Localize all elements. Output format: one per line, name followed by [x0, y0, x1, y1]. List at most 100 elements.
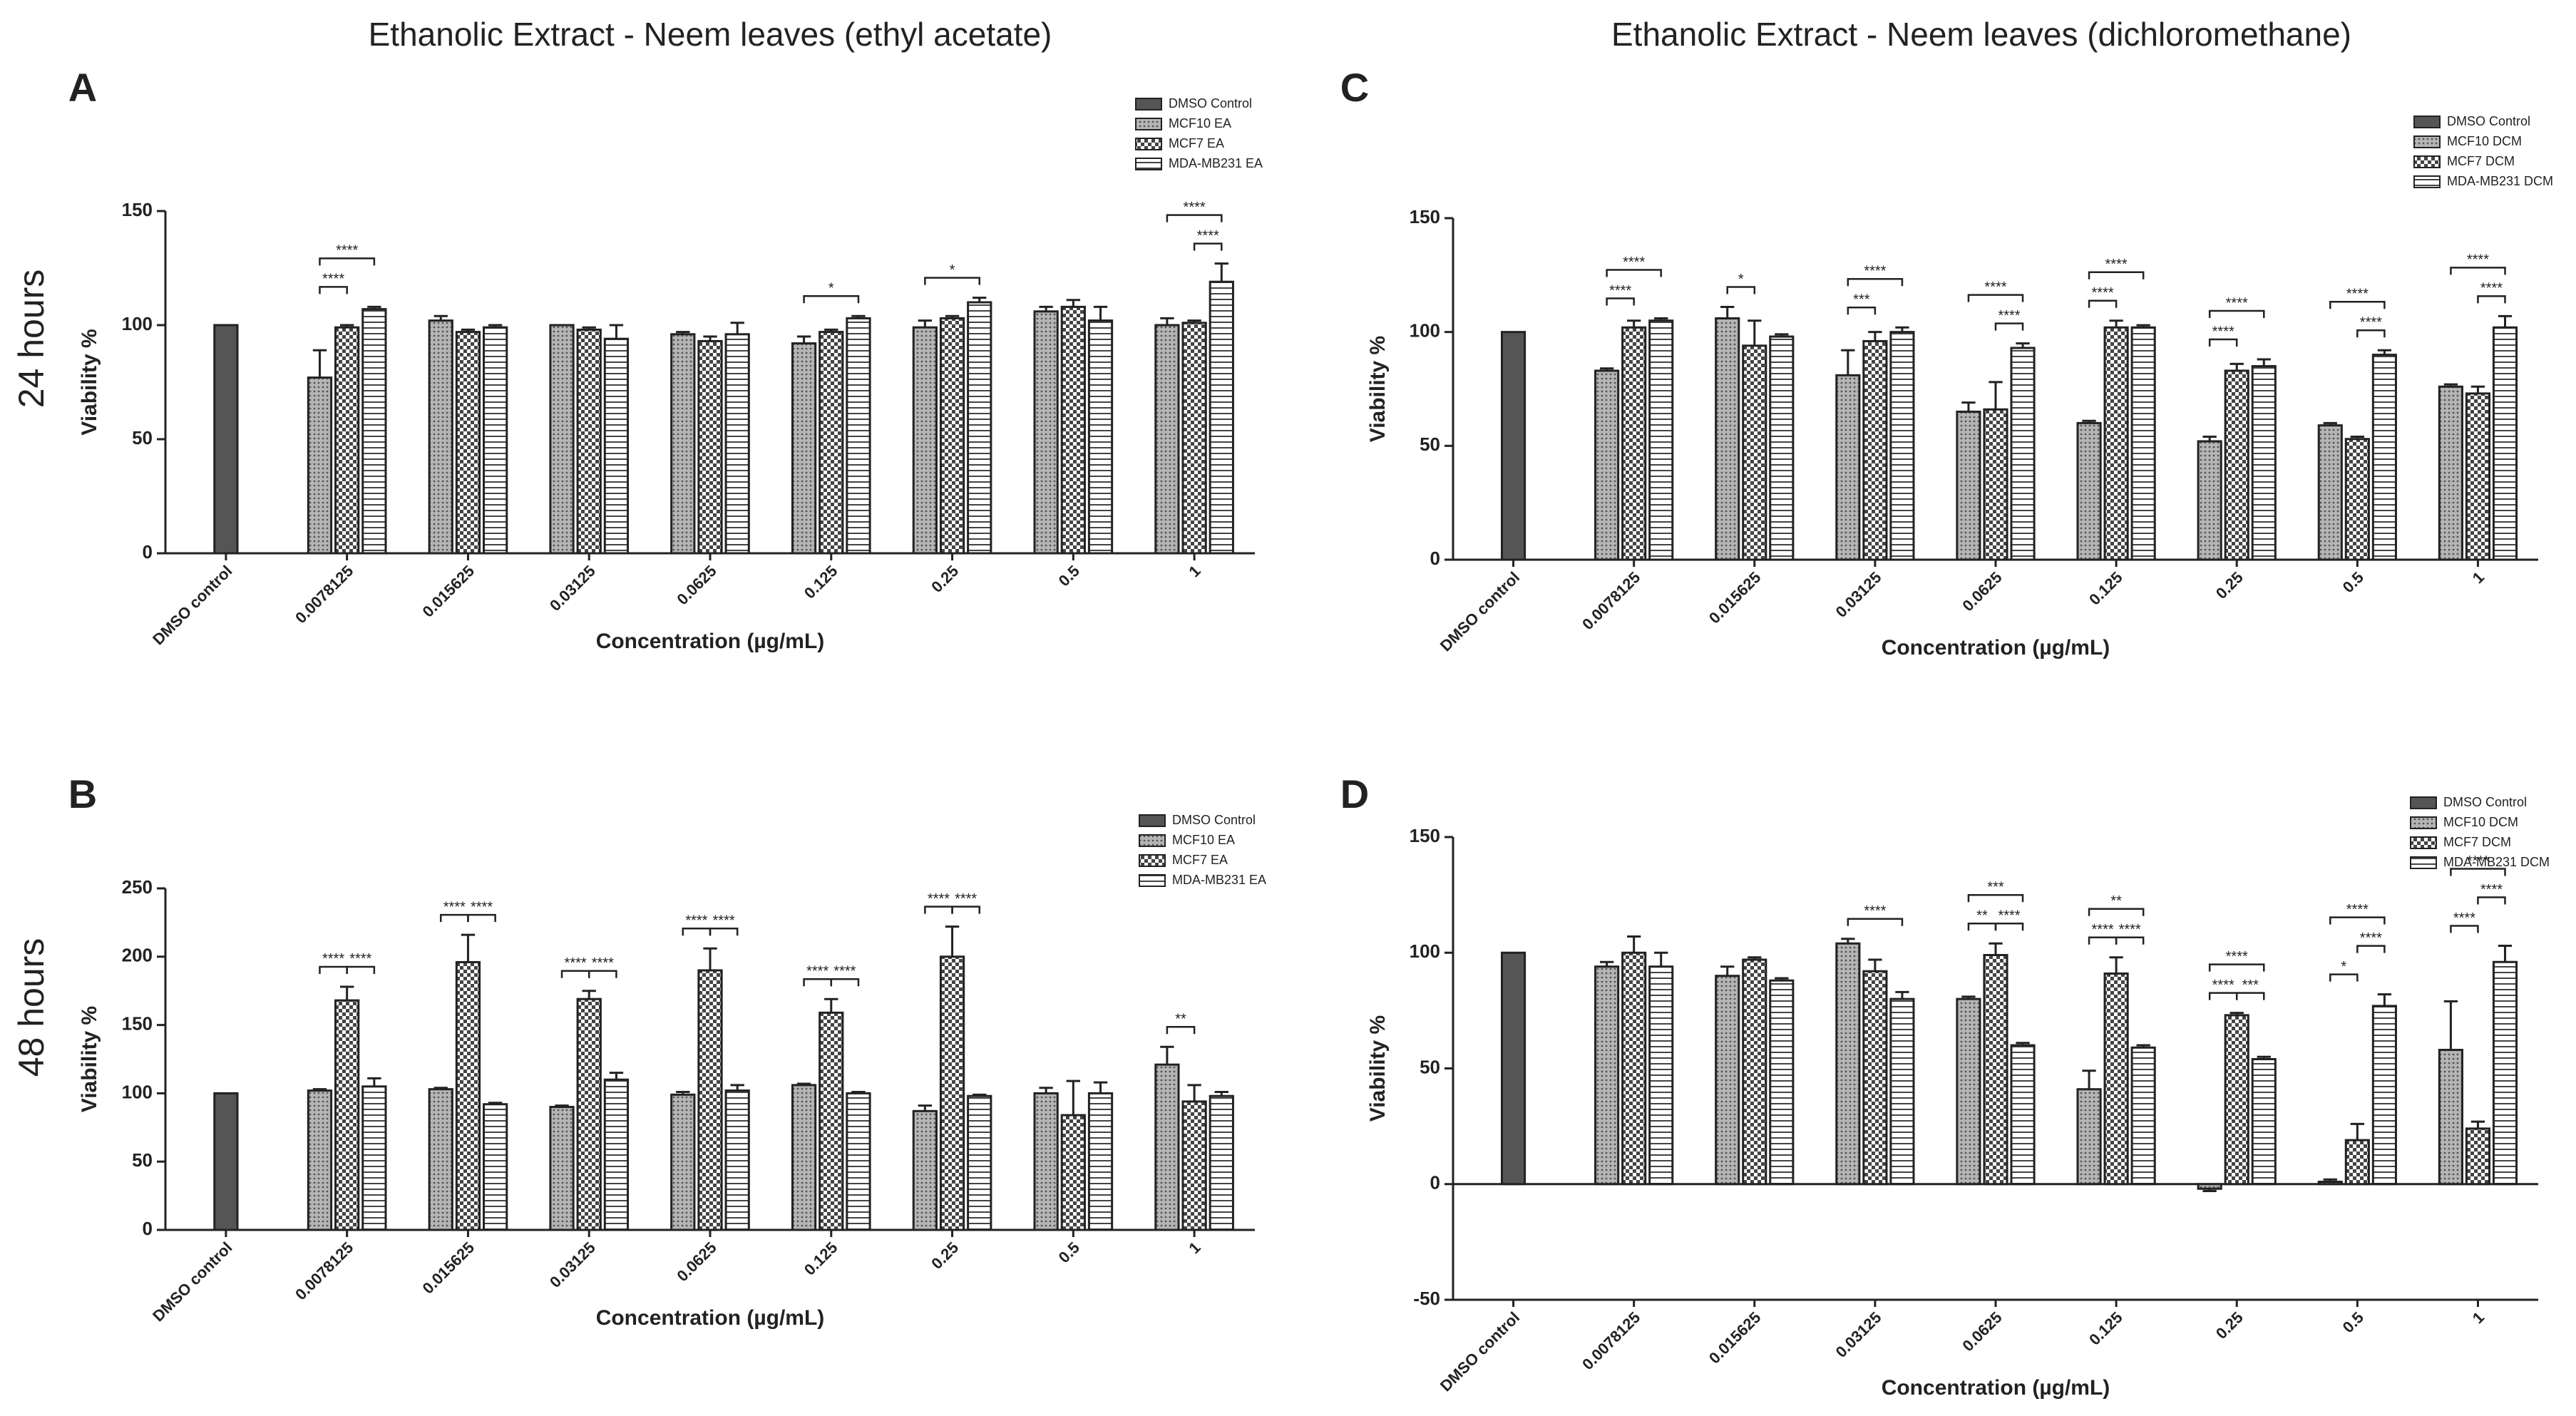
sig-label: ****: [833, 963, 856, 979]
legend-label: MCF7 EA: [1172, 853, 1228, 867]
sig-bracket: [467, 913, 496, 923]
error-bar: [433, 1087, 448, 1089]
sig-bracket: [2235, 992, 2265, 1000]
bar: [1715, 317, 1740, 561]
y-tick-label: 100: [122, 1081, 153, 1102]
bar: [2130, 326, 2156, 561]
error-bar: [1187, 319, 1201, 323]
sig-bracket: [1967, 294, 2024, 302]
error-bar: [796, 335, 811, 344]
sig-label: ***: [1853, 292, 1870, 308]
y-tick-label: 200: [122, 945, 153, 966]
error-bar: [1160, 317, 1174, 325]
bar: [2076, 421, 2102, 561]
bar: [1087, 319, 1114, 555]
error-bar: [2377, 993, 2392, 1006]
legend-label: DMSO Control: [2447, 114, 2530, 128]
error-bar: [555, 1104, 569, 1107]
error-bar: [2257, 1055, 2271, 1060]
y-axis-label: Viability %: [1366, 336, 1390, 443]
row-label: 48 hours: [11, 938, 51, 1077]
sig-label: **: [2110, 893, 2122, 909]
bar: [549, 1106, 575, 1231]
error-bar: [312, 1088, 327, 1091]
sig-label: ****: [685, 913, 707, 929]
sig-bracket: [2208, 338, 2238, 347]
error-bar: [1654, 317, 1668, 321]
sig-label: ****: [1984, 279, 2006, 295]
sig-label: ****: [592, 955, 614, 971]
y-tick-label: 50: [1420, 433, 1440, 455]
bar: [213, 324, 239, 555]
bar: [2224, 369, 2249, 561]
error-bar: [2323, 1178, 2337, 1182]
error-bar: [1160, 1045, 1174, 1065]
sig-bracket: [1847, 307, 1877, 315]
bar: [576, 997, 602, 1231]
sig-bracket: [2115, 936, 2145, 945]
error-bar: [676, 1090, 690, 1095]
bar: [939, 955, 965, 1231]
sig-bracket: [1994, 322, 2024, 331]
sig-bracket: [2088, 908, 2145, 916]
y-axis-label: Viability %: [1366, 1015, 1390, 1122]
bar: [1209, 280, 1234, 555]
error-bar: [582, 990, 596, 1000]
bar: [791, 1084, 817, 1231]
x-axis-label: Concentration (µg/mL): [596, 630, 825, 653]
error-bar: [824, 997, 838, 1013]
error-bar: [1841, 938, 1855, 944]
sig-label: ****: [2360, 314, 2382, 330]
sig-bracket: [830, 978, 860, 987]
bar: [2344, 1139, 2370, 1186]
bar: [1594, 369, 1620, 561]
bar: [483, 1103, 508, 1231]
error-bar: [945, 314, 960, 319]
sig-bracket: [1967, 894, 2024, 903]
bar: [1594, 965, 1620, 1186]
sig-label: ****: [2360, 930, 2382, 946]
y-axis-label: Viability %: [78, 329, 101, 436]
bar: [1500, 331, 1526, 561]
error-bar: [1599, 367, 1614, 371]
y-tick-label: 50: [132, 1149, 153, 1171]
bar: [1742, 344, 1767, 561]
bar: [603, 1078, 630, 1231]
error-bar: [1989, 381, 2003, 410]
x-axis-label: Concentration (µg/mL): [596, 1306, 825, 1330]
y-tick-label: 100: [1410, 320, 1440, 342]
sig-label: **: [1175, 1012, 1186, 1027]
row-label: 24 hours: [11, 270, 51, 409]
legend-swatch: [1139, 854, 1166, 867]
legend-swatch: [1135, 138, 1162, 150]
error-bar: [2350, 436, 2364, 439]
bar: [2224, 1014, 2249, 1186]
error-bar: [461, 933, 476, 963]
legend-swatch: [2410, 816, 2437, 829]
sig-label: ****: [443, 899, 466, 915]
error-bar: [609, 1072, 624, 1080]
error-bar: [2498, 945, 2513, 963]
bar: [1033, 1092, 1059, 1231]
bar: [697, 969, 723, 1231]
bar: [334, 999, 360, 1231]
bar: [307, 376, 333, 555]
sig-label: ****: [1623, 255, 1645, 270]
error-bar: [918, 1104, 933, 1112]
bar: [939, 317, 965, 555]
error-bar: [973, 297, 987, 302]
sig-bracket: [2450, 267, 2506, 275]
bar: [819, 331, 844, 555]
error-bar: [367, 305, 381, 309]
error-bar: [2016, 342, 2030, 349]
sig-label: ****: [336, 243, 358, 259]
error-bar: [851, 1090, 866, 1094]
error-bar: [1187, 1084, 1201, 1102]
error-bar: [2202, 1189, 2217, 1192]
panel-letter: A: [68, 65, 97, 110]
sig-label: ****: [2212, 324, 2234, 339]
sig-label: ****: [1998, 908, 2020, 924]
error-bar: [2470, 385, 2485, 394]
bar: [1621, 326, 1647, 561]
error-bar: [1214, 262, 1228, 282]
